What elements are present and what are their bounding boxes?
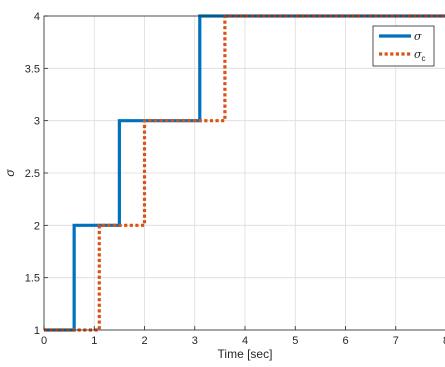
x-tick-label: 1 — [91, 335, 97, 347]
y-tick-label: 3 — [34, 116, 40, 128]
y-axis-label: σ — [3, 169, 17, 177]
x-tick-label: 2 — [141, 335, 147, 347]
legend-entry: σc — [414, 48, 426, 63]
y-tick-label: 1 — [34, 325, 40, 337]
y-tick-label: 2 — [34, 220, 40, 232]
legend-box — [372, 25, 435, 67]
series-line-sigma-c — [44, 14, 445, 332]
x-tick-label: 5 — [292, 335, 298, 347]
y-tick-label: 3.5 — [25, 63, 40, 75]
y-tick-label: 4 — [34, 11, 40, 23]
legend-entry: σ — [414, 30, 422, 43]
y-tick-label: 1.5 — [25, 273, 40, 285]
legend: σ σc — [372, 25, 435, 67]
x-tick-label: 0 — [41, 335, 47, 347]
x-axis-label: Time [sec] — [218, 347, 273, 361]
x-tick-label: 8 — [443, 335, 445, 347]
y-tick-label: 2.5 — [25, 168, 40, 180]
x-tick-label: 7 — [393, 335, 399, 347]
axis-ticks: 01234567811.522.533.54 — [25, 11, 445, 347]
x-tick-label: 3 — [192, 335, 198, 347]
series-line-sigma — [44, 14, 445, 332]
x-tick-label: 4 — [242, 335, 248, 347]
series-lines — [44, 14, 445, 332]
x-tick-label: 6 — [342, 335, 348, 347]
